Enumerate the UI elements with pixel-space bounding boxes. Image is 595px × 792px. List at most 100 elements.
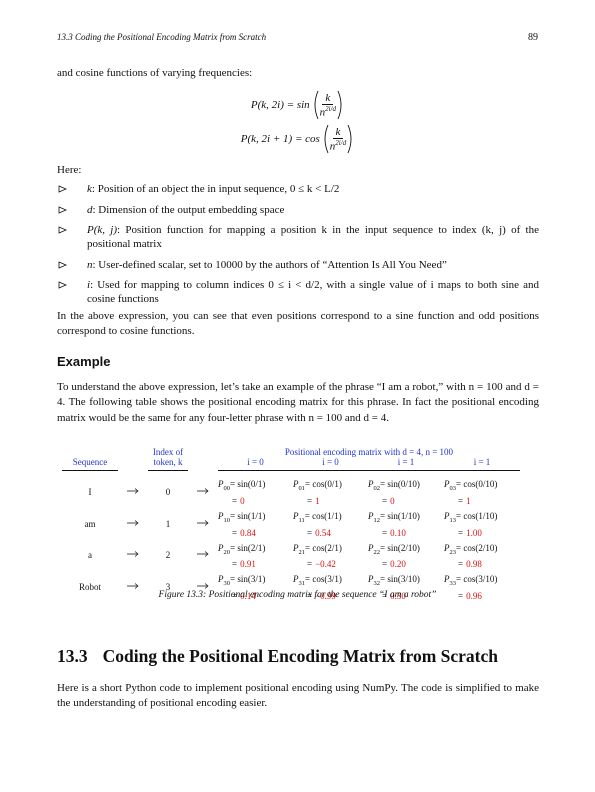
- formula: P00= sin(0/1): [218, 478, 293, 495]
- formula-rhs: = sin(0/10): [380, 479, 420, 489]
- page-number: 89: [528, 32, 538, 43]
- value: 0.14: [240, 591, 256, 602]
- table-row: I 0 P00= sin(0/1) = 0 P01= cos(0/1) = 1 P02= sin…: [62, 471, 520, 507]
- sub-header: i = 1: [444, 457, 520, 471]
- equals: =: [307, 495, 313, 506]
- formula: P01= cos(0/1): [293, 478, 368, 495]
- arrow-cell: [188, 471, 218, 507]
- exponent: 2i/d: [325, 104, 337, 113]
- equals: =: [232, 527, 238, 538]
- value: 0.84: [240, 527, 256, 538]
- bullet-list: k: Position of an object the in input se…: [57, 182, 539, 313]
- formula-subscript: 11: [298, 516, 305, 524]
- value: 1: [466, 495, 471, 506]
- value: 0.10: [390, 527, 406, 538]
- arrow: [127, 551, 139, 558]
- equals: =: [307, 591, 313, 602]
- arrow-cell: [188, 507, 218, 539]
- matrix-cell: P11= cos(1/1) = 0.54: [293, 507, 368, 539]
- matrix-cell: P00= sin(0/1) = 0: [218, 471, 293, 507]
- header-row: Index of Positional encoding matrix with …: [62, 447, 520, 457]
- equals: =: [382, 591, 388, 602]
- equation: P(k, 2i) = sin k n2i/d: [0, 90, 595, 120]
- value: 0.91: [240, 559, 256, 570]
- formula-rhs: = cos(0/10): [456, 479, 498, 489]
- bullet-marker: [58, 260, 67, 269]
- matrix-cell: P22= sin(2/10) = 0.20: [368, 539, 444, 571]
- equation-lhs: P(k, 2i) = sin: [250, 99, 310, 111]
- table-row: Robot 3 P30= sin(3/1) = 0.14 P31= cos(3/1) = −0…: [62, 570, 520, 602]
- bullet-item: P(k, j): Position function for mapping a…: [57, 223, 539, 251]
- cell: [62, 447, 118, 457]
- formula: P21= cos(2/1): [293, 542, 368, 559]
- exponent: 2i/d: [335, 138, 347, 147]
- formula-rhs: = sin(2/10): [380, 542, 420, 553]
- value: 0.20: [390, 559, 406, 570]
- equals: =: [307, 559, 313, 570]
- arrow-cell: [188, 539, 218, 571]
- equals: =: [382, 559, 388, 570]
- value-line: = −0.42: [293, 558, 368, 570]
- formula: P02= sin(0/10): [368, 478, 444, 495]
- equals: =: [458, 527, 464, 538]
- sequence-cell: Robot: [78, 582, 101, 593]
- matrix-cell: P03= cos(0/10) = 1: [444, 471, 520, 507]
- equals: =: [382, 527, 388, 538]
- formula-symbol: P: [293, 574, 299, 585]
- bullet-item: i: Used for mapping to column indices 0 …: [57, 278, 539, 306]
- formula-rhs: = cos(2/10): [456, 542, 498, 553]
- table-row: a 2 P20= sin(2/1) = 0.91 P21= cos(2/1) = −0.42 P…: [62, 539, 520, 571]
- formula-symbol: P: [444, 510, 450, 521]
- value: −0.42: [315, 559, 336, 570]
- formula-subscript: 31: [298, 580, 306, 588]
- group-header: Positional encoding matrix with d = 4, n…: [284, 447, 454, 457]
- fraction: k n2i/d: [320, 92, 336, 119]
- running-header: 13.3 Coding the Positional Encoding Matr…: [57, 32, 267, 42]
- value: 1.00: [466, 527, 482, 538]
- formula-symbol: P: [444, 542, 450, 553]
- value-line: = 0: [218, 495, 293, 507]
- arrow-cell: [118, 539, 148, 571]
- formula-subscript: 22: [373, 548, 381, 556]
- sequence-header: Sequence: [62, 457, 118, 471]
- formula-symbol: P: [218, 542, 224, 553]
- arrow: [127, 519, 139, 526]
- equals: =: [458, 559, 464, 570]
- bullet-marker: [58, 281, 67, 289]
- formula-subscript: 20: [223, 548, 231, 556]
- equals: =: [232, 495, 238, 506]
- value-line: = 0.10: [368, 527, 444, 539]
- arrow: [197, 487, 209, 494]
- caption: Figure 13.3: Positional encoding matrix …: [158, 590, 437, 600]
- bullet-item: d: Dimension of the output embedding spa…: [57, 203, 539, 217]
- bullet-text: : Dimension of the output embedding spac…: [92, 203, 285, 216]
- sub-header: i = 1: [368, 457, 444, 471]
- bullet-marker: [58, 205, 67, 214]
- bullet-text: : Position of an object the in input seq…: [91, 183, 340, 195]
- value-line: = 1.00: [444, 527, 520, 539]
- equation: P(k, 2i + 1) = cos k n2i/d: [0, 124, 595, 154]
- formula: P11= cos(1/1): [293, 510, 368, 527]
- sequence-cell: I: [88, 486, 92, 497]
- formula-subscript: 21: [298, 548, 306, 556]
- formula-subscript: 03: [449, 484, 457, 492]
- value-line: = 0: [368, 495, 444, 507]
- formula: P03= cos(0/10): [444, 478, 520, 495]
- matrix-cell: P33= cos(3/10) = 0.96: [444, 570, 520, 602]
- formula-rhs: = sin(1/10): [380, 510, 420, 521]
- formula-subscript: 00: [223, 484, 231, 492]
- matrix-cell: P20= sin(2/1) = 0.91: [218, 539, 293, 571]
- intro: and cosine functions of varying frequenc…: [57, 67, 253, 79]
- formula-subscript: 02: [373, 484, 381, 492]
- paragraph: Here is a short Python code to implement…: [57, 682, 539, 710]
- formula: P33= cos(3/10): [444, 573, 520, 590]
- formula-rhs: = sin(3/10): [380, 574, 420, 585]
- formula-subscript: 32: [373, 580, 381, 588]
- bullet-term: k: [87, 183, 92, 195]
- bullet-marker: [58, 226, 67, 234]
- denominator: n2i/d: [330, 139, 346, 153]
- formula-subscript: 30: [223, 580, 231, 588]
- formula: P31= cos(3/1): [293, 573, 368, 590]
